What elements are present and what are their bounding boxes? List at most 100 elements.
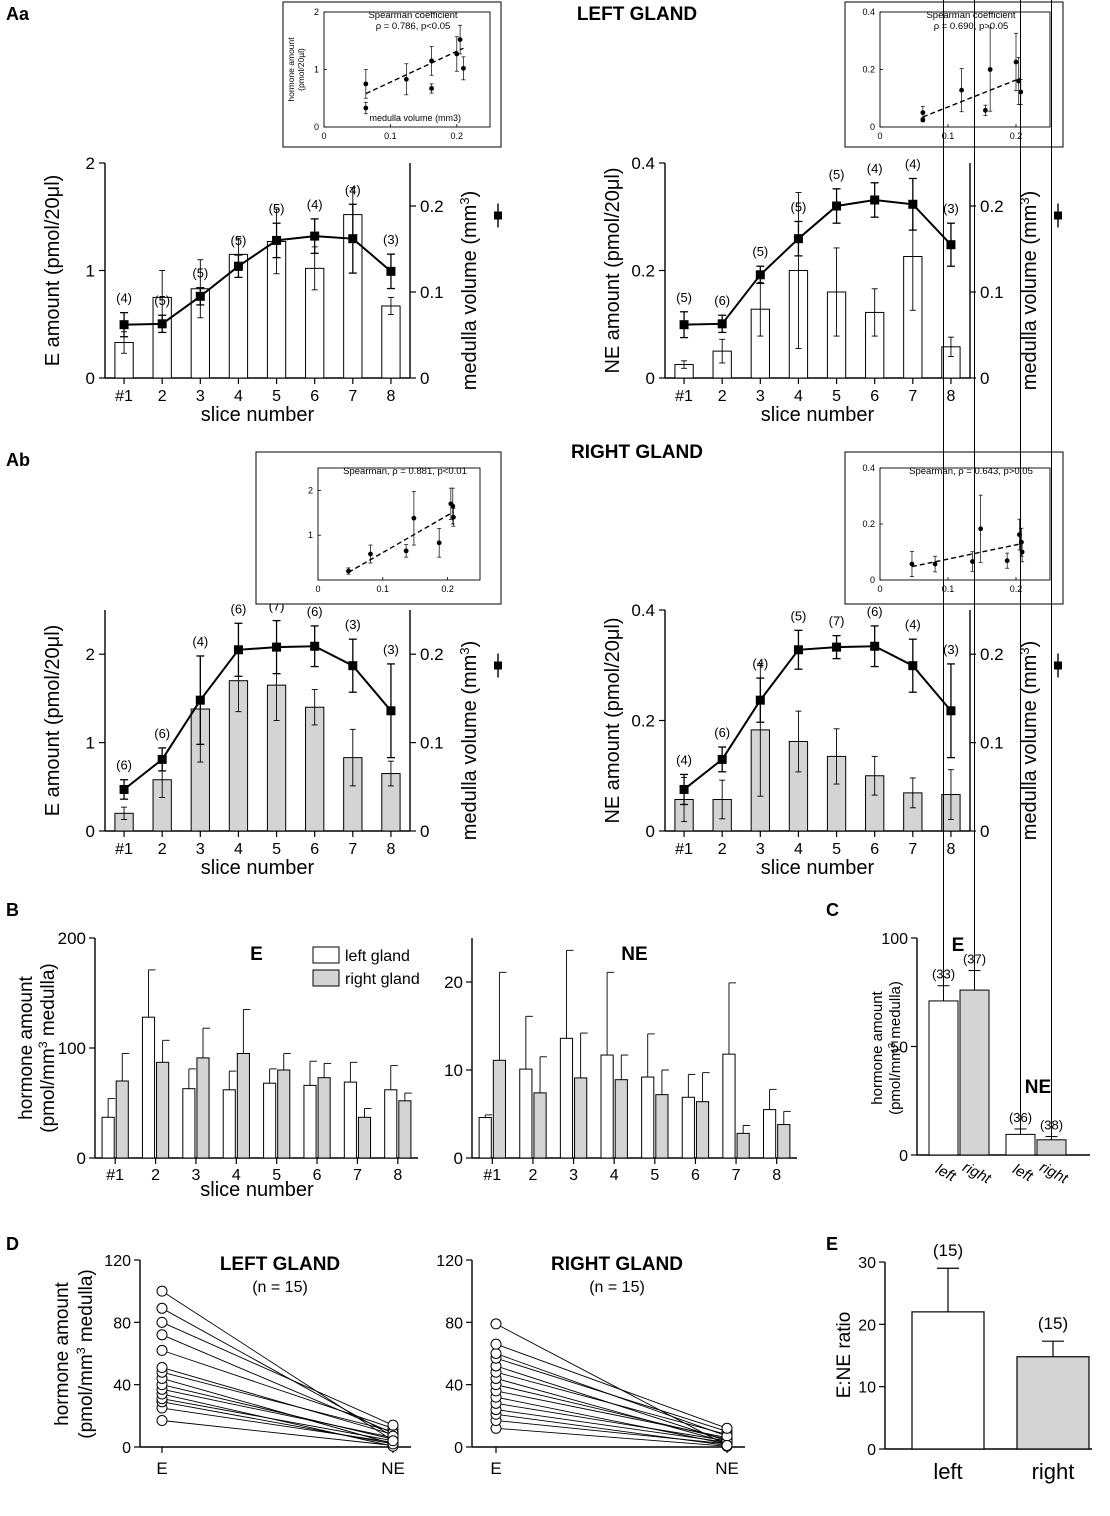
- x-tick-label: #1: [115, 841, 133, 858]
- x-tick-label: 7: [348, 388, 357, 405]
- n-label: (4): [867, 161, 883, 176]
- e-point: [490, 1338, 502, 1350]
- chart-title: RIGHT GLAND: [551, 1254, 683, 1275]
- y-tick-label: 0: [454, 1149, 463, 1168]
- y2-tick-label: 0: [420, 822, 429, 841]
- ne-point: [387, 1419, 399, 1431]
- pair-line: [161, 1388, 394, 1439]
- bar-right-gland-3: [574, 1077, 588, 1159]
- x-tick-label: 8: [393, 1167, 402, 1184]
- panel-b-e: 0 100 200 #1 2 3 4 5 6 7 8 E: [58, 929, 418, 1184]
- inset-ab-e: 0 0.1 0.2 1 2 Spearman, ρ = 0.881, p<0.01: [255, 451, 502, 605]
- volume-point: [755, 270, 765, 280]
- inset-y-label: (pmol/20µl): [296, 48, 306, 91]
- n-label: (4): [307, 197, 323, 212]
- inset-fit-line: [911, 542, 1023, 568]
- panel-label-d: D: [6, 1234, 19, 1254]
- volume-point: [195, 291, 205, 301]
- group-label-e: E: [952, 935, 965, 956]
- n-label: (3): [383, 232, 399, 247]
- bar-right-gland-5: [277, 1069, 291, 1159]
- section-title-right: RIGHT GLAND: [571, 442, 703, 463]
- volume-line: [684, 198, 952, 326]
- x-tick-label: E: [490, 1459, 501, 1478]
- bar-left-gland-7: [722, 1053, 736, 1159]
- n-label: (7): [829, 614, 845, 629]
- pair-line: [161, 1378, 394, 1445]
- volume-point: [793, 234, 803, 244]
- pair-line: [161, 1393, 394, 1447]
- bar-left-gland-3: [182, 1088, 196, 1159]
- panel-d-right: 0 40 80 120 E NE RIGHT GLAND (n = 15): [436, 1253, 745, 1478]
- inset-point: [346, 568, 351, 574]
- y-tick-label: 0.4: [631, 601, 655, 620]
- volume-point: [233, 261, 243, 271]
- inset-x-tick-label: 0.2: [1010, 131, 1023, 141]
- x-tick-label: 6: [310, 388, 319, 405]
- y-tick-label: 0.4: [631, 154, 655, 173]
- x-tick-label: 2: [718, 388, 727, 405]
- pair-line: [495, 1353, 728, 1437]
- n-label: (38): [1040, 1118, 1063, 1133]
- n-label: (5): [230, 233, 246, 248]
- bar-E-left: [928, 1000, 959, 1156]
- panel-b-y-label: hormone amount: [16, 975, 37, 1119]
- n-label: (5): [752, 244, 768, 259]
- pair-line: [161, 1321, 394, 1426]
- x-axis-label: slice number: [761, 404, 875, 426]
- x-tick-label: 2: [158, 388, 167, 405]
- n-label: (5): [192, 266, 208, 281]
- bar-left-gland-5: [263, 1082, 277, 1159]
- pair-line: [495, 1409, 728, 1443]
- n-label: (3): [383, 642, 399, 657]
- inset-point: [454, 51, 460, 57]
- pair-line: [161, 1334, 394, 1434]
- pair-line: [495, 1402, 728, 1442]
- inset-point: [909, 561, 915, 567]
- y2-tick-label: 0.2: [420, 197, 444, 216]
- volume-point: [908, 661, 918, 671]
- inset-x-tick-label: 0.1: [384, 131, 397, 141]
- bar-right-gland-#1: [115, 1080, 129, 1159]
- bar-left-gland-8: [763, 1109, 777, 1159]
- pair-line: [495, 1384, 728, 1440]
- e-point: [156, 1344, 168, 1356]
- x-tick-label: E: [156, 1459, 167, 1478]
- y2-axis-label: medulla volume (mm3): [1017, 191, 1042, 391]
- group-label-ne: NE: [1025, 1077, 1051, 1098]
- inset-x-tick-label: 0.1: [377, 584, 390, 594]
- inset-y-tick-label: 1: [308, 530, 313, 540]
- inset-frame: [844, 1, 1064, 148]
- inset-frame: [844, 451, 1064, 605]
- volume-point: [832, 201, 842, 211]
- x-tick-label: 7: [732, 1167, 741, 1184]
- x-tick-label: 4: [794, 388, 803, 405]
- volume-point: [272, 235, 282, 245]
- volume-point: [870, 195, 880, 205]
- x-tick-label: 7: [353, 1167, 362, 1184]
- inset-point: [429, 58, 434, 64]
- y-tick-label: 0: [646, 369, 655, 388]
- inset-ab-ne: 0 0.1 0.2 0 0.2 0.4 Spearman, ρ = 0.643, p>0.0…: [844, 451, 1064, 605]
- x-tick-label: #1: [115, 388, 133, 405]
- x-tick-label: 3: [191, 1167, 200, 1184]
- x-tick-label: 5: [650, 1167, 659, 1184]
- volume-point: [119, 320, 129, 330]
- inset-fit-line: [922, 77, 1022, 118]
- n-label: (4): [905, 617, 921, 632]
- inset-point: [1016, 78, 1022, 84]
- n-label: (4): [676, 752, 692, 767]
- bar-left-gland-3: [559, 1037, 574, 1159]
- inset-axes-box: [317, 467, 481, 581]
- legend-volume-marker: [494, 211, 502, 220]
- inset-title: Spearman, ρ = 0.643, p>0.05: [909, 466, 1033, 477]
- y-tick-label: 10: [858, 1380, 876, 1397]
- chart-title: NE: [621, 944, 647, 965]
- bar-left-gland-6: [303, 1084, 317, 1159]
- volume-point: [233, 645, 243, 655]
- n-label: (5): [676, 290, 692, 305]
- x-axis-label: slice number: [201, 404, 315, 426]
- y-tick-label: 20: [444, 973, 463, 992]
